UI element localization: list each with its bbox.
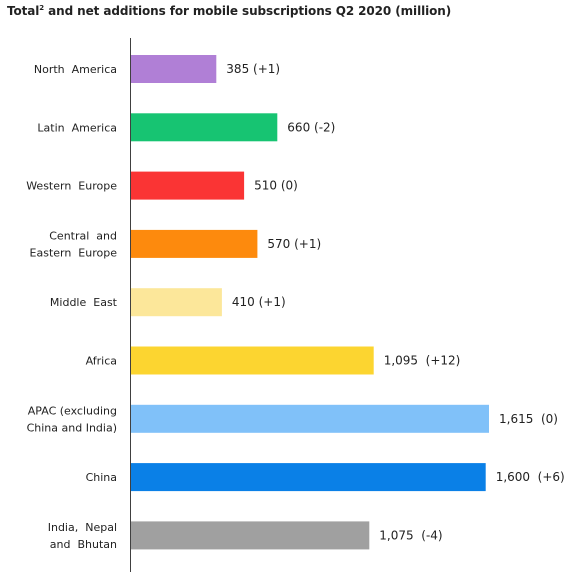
bar-0 (131, 55, 217, 83)
data-label-5: 1,095 (+12) (384, 354, 461, 368)
data-label-6: 1,615 (0) (499, 412, 558, 426)
data-label-3: 570 (+1) (267, 237, 321, 251)
chart-title-superscript: 2 (39, 4, 45, 12)
category-label-3-line-0: Central and (49, 229, 117, 242)
data-label-1: 660 (-2) (287, 120, 335, 134)
category-label-8-line-0: India, Nepal (48, 521, 117, 534)
category-label-8-line-1: and Bhutan (50, 538, 117, 551)
bars-group: 385 (+1) North America 660 (-2) Latin Ameri… (26, 55, 565, 551)
bar-3 (131, 229, 258, 258)
data-label-0: 385 (+1) (226, 62, 280, 76)
bar-6 (131, 404, 489, 433)
category-label-6-line-0: APAC (excluding (28, 404, 117, 417)
bar-5 (131, 346, 374, 375)
category-label-6-line-1: China and India) (27, 421, 117, 434)
chart-title-start: Total (7, 4, 40, 18)
category-label-4-line-0: Middle East (50, 296, 118, 309)
bar-4 (131, 288, 222, 317)
category-label-3-line-1: Eastern Europe (30, 246, 118, 259)
data-label-7: 1,600 (+6) (496, 470, 565, 484)
bar-2 (131, 171, 245, 200)
category-label-0-line-0: North America (34, 63, 117, 76)
chart-title-end: and net additions for mobile subscriptio… (44, 4, 452, 18)
category-label-1-line-0: Latin America (37, 121, 117, 134)
category-label-7-line-0: China (86, 471, 117, 484)
chart-title: Total2 and net additions for mobile subs… (7, 4, 451, 18)
category-label-5-line-0: Africa (86, 355, 117, 368)
data-label-8: 1,075 (-4) (379, 528, 442, 542)
category-label-2-line-0: Western Europe (26, 180, 117, 193)
data-label-2: 510 (0) (254, 179, 298, 193)
bar-8 (131, 521, 370, 550)
bar-7 (131, 463, 486, 492)
data-label-4: 410 (+1) (232, 295, 286, 309)
bar-1 (131, 113, 278, 142)
